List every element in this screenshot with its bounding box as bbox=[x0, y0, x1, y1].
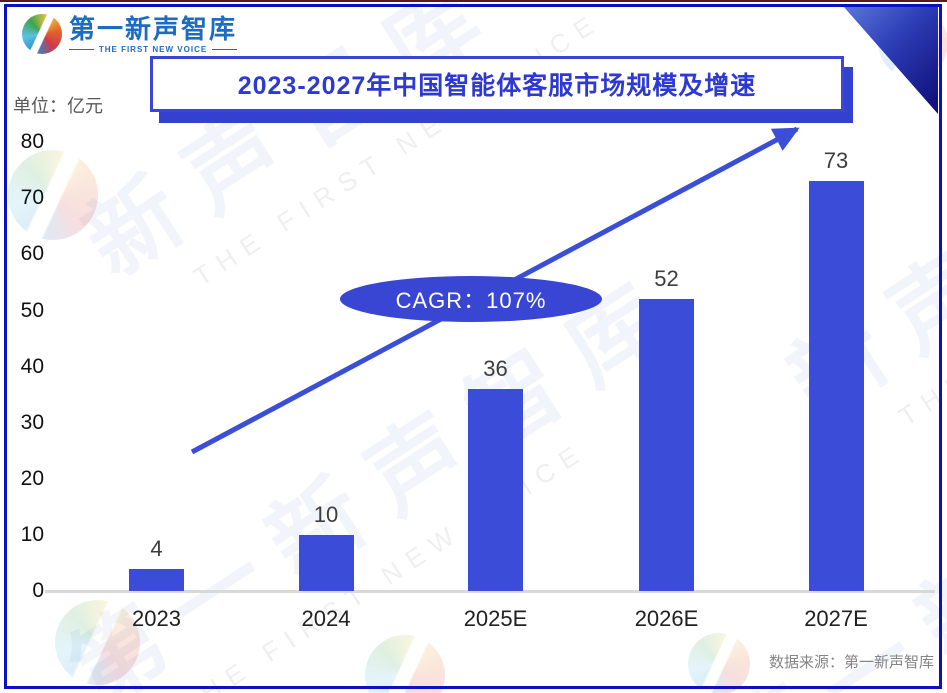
y-axis-label: 20 bbox=[20, 466, 44, 490]
y-axis-label: 60 bbox=[20, 242, 44, 266]
corner-triangle-decoration bbox=[843, 7, 938, 114]
bar-2024 bbox=[298, 534, 354, 591]
y-axis-label: 10 bbox=[20, 522, 44, 546]
bar-value-label: 52 bbox=[654, 266, 679, 292]
x-axis-label: 2024 bbox=[301, 606, 351, 631]
watermark-globe-icon bbox=[365, 635, 445, 693]
bar-2025E bbox=[468, 389, 523, 591]
y-axis-label: 40 bbox=[20, 354, 44, 378]
bar-value-label: 73 bbox=[823, 148, 849, 174]
bar-value-label: 36 bbox=[483, 356, 508, 382]
brand-logo: 第一新声智库 THE FIRST NEW VOICE bbox=[22, 13, 238, 54]
brand-tagline: THE FIRST NEW VOICE bbox=[69, 44, 238, 54]
data-source: 数据来源：第一新声智库 bbox=[768, 654, 934, 671]
watermark-globe-icon bbox=[688, 633, 750, 693]
unit-label: 单位：亿元 bbox=[13, 96, 103, 116]
y-axis-label: 30 bbox=[20, 410, 44, 434]
cagr-annotation-ellipse: CAGR：107% bbox=[340, 276, 602, 322]
y-axis-label: 0 bbox=[32, 579, 44, 602]
x-axis-label: 2026E bbox=[634, 606, 699, 631]
brand-globe-icon bbox=[22, 14, 62, 54]
x-axis-label: 2025E bbox=[463, 606, 528, 631]
y-axis-label: 80 bbox=[20, 130, 44, 154]
tagline-line-right bbox=[212, 48, 238, 50]
bar-2023 bbox=[129, 568, 184, 591]
bar-value-label: 10 bbox=[313, 501, 339, 527]
x-axis-label: 2023 bbox=[132, 606, 181, 631]
brand-name: 第一新声智库 bbox=[69, 13, 238, 44]
tagline-line-left bbox=[69, 48, 94, 50]
watermark-latin: THE FIRST NEW VOICE bbox=[188, 5, 608, 292]
chart-title-box: 2023-2027年中国智能体客服市场规模及增速 bbox=[150, 56, 844, 112]
y-axis-label: 50 bbox=[20, 298, 44, 322]
cagr-label: CAGR：107% bbox=[395, 288, 547, 313]
top-edge-line bbox=[0, 0, 947, 2]
x-axis-label: 2027E bbox=[804, 606, 868, 631]
tagline-text: THE FIRST NEW VOICE bbox=[98, 44, 208, 54]
bar-value-label: 4 bbox=[150, 535, 163, 561]
y-axis-label: 70 bbox=[20, 186, 44, 210]
chart-title: 2023-2027年中国智能体客服市场规模及增速 bbox=[237, 72, 757, 100]
bar-2027E bbox=[808, 181, 864, 591]
bar-2026E bbox=[639, 299, 694, 591]
watermark-latin: THE FIRST NEW VOICE bbox=[893, 145, 947, 432]
x-axis-line bbox=[45, 590, 935, 593]
